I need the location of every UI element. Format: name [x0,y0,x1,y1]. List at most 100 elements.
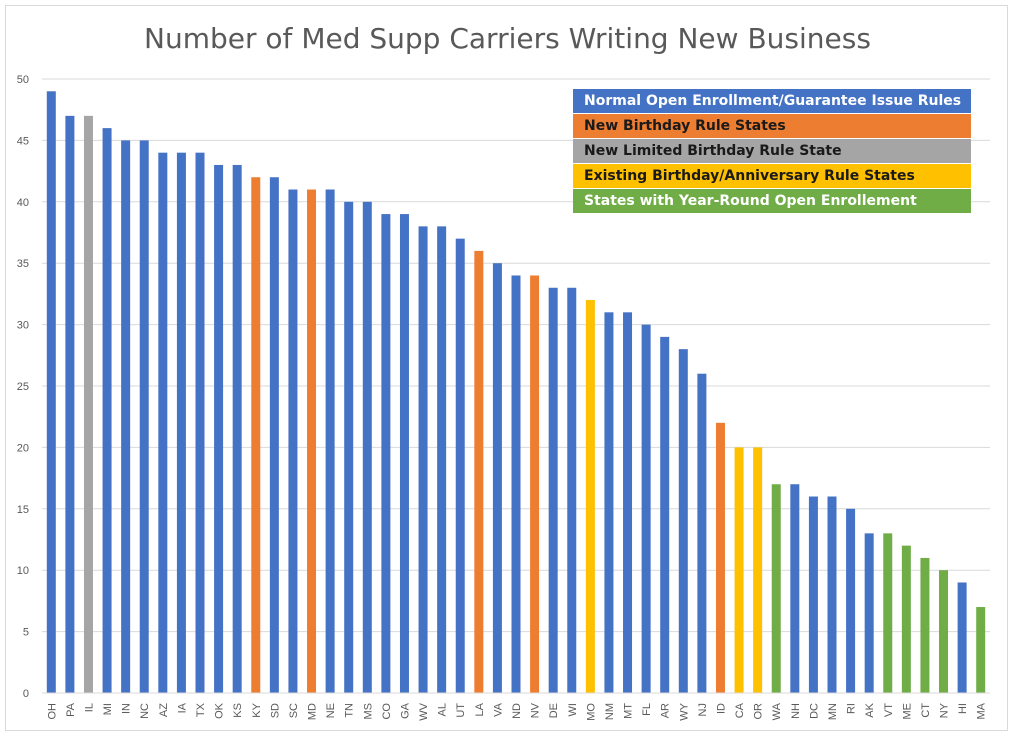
x-tick-label: MO [585,703,597,721]
x-tick-label: WA [771,702,783,720]
x-tick-label: ME [901,703,913,720]
bar-oh [46,91,56,693]
bar-md [307,189,317,693]
y-tick-label: 10 [17,565,29,577]
y-tick-label: 5 [23,627,29,639]
bar-tx [195,152,205,693]
x-tick-label: MN [827,703,839,720]
x-tick-label: RI [846,703,858,714]
bar-dc [808,496,818,693]
bar-tn [344,201,354,694]
bar-la [474,250,484,694]
x-tick-label: UT [455,703,467,718]
x-tick-label: MA [976,702,988,719]
x-tick-label: MT [623,703,635,719]
x-tick-label: DE [548,703,560,718]
x-tick-label: FL [641,703,653,716]
x-tick-label: ID [715,703,727,714]
x-tick-label: NY [939,702,951,718]
y-tick-label: 50 [17,74,29,86]
x-tick-label: NM [604,703,616,720]
bar-in [121,140,131,693]
x-tick-label: OH [46,703,58,720]
legend-item-existing: Existing Birthday/Anniversary Rule State… [573,164,971,188]
x-tick-label: ND [511,703,523,719]
y-axis: 0 5 10 15 20 25 30 35 40 45 50 [17,74,29,700]
y-tick-label: 15 [17,504,29,516]
bar-ca [734,447,744,693]
x-tick-label: PA [65,702,77,717]
x-tick-label: TN [344,703,356,718]
y-tick-label: 40 [17,197,29,209]
chart-title: Number of Med Supp Carriers Writing New … [144,22,871,55]
x-tick-label: CA [734,702,746,718]
bar-ut [455,238,465,693]
y-tick-label: 20 [17,442,29,454]
bar-ne [325,189,335,693]
x-tick-label: SC [288,703,300,718]
x-tick-label: NE [325,703,337,718]
x-tick-label: NV [530,702,542,718]
y-tick-label: 30 [17,320,29,332]
x-tick-label: MD [307,703,319,720]
bar-nd [511,275,521,693]
x-tick-label: NJ [697,703,709,716]
bar-nc [139,140,149,693]
x-tick-label: IN [121,703,133,714]
bar-me [901,545,911,693]
bar-ms [362,201,372,694]
x-tick-label: MI [102,703,114,715]
bars [46,91,986,694]
bar-fl [641,324,651,693]
x-tick-label: KY [251,702,263,717]
bar-mn [827,496,837,693]
x-tick-label: WY [678,702,690,720]
x-tick-label: IL [83,703,95,712]
bar-va [492,263,502,693]
x-axis: OH PA IL MI IN NC AZ IA TX OK KS KY SD SC MD NE TN MS CO GA… [42,692,990,721]
bar-ar [660,336,670,693]
bar-ky [251,177,261,694]
x-tick-label: NH [790,703,802,719]
legend: Normal Open Enrollment/Guarantee Issue R… [573,89,971,214]
x-tick-label: AZ [158,703,170,717]
bar-az [158,152,168,693]
x-tick-label: AK [864,702,876,717]
bar-mi [102,128,112,693]
x-tick-label: AL [437,703,449,716]
bar-hi [957,582,967,693]
x-tick-label: SD [269,703,281,718]
bar-ga [399,214,409,693]
x-tick-label: OK [214,702,226,719]
legend-item-yearround: States with Year-Round Open Enrollement [573,189,971,213]
bar-ct [920,557,930,693]
bar-ri [846,508,856,693]
bar-sc [288,189,298,693]
bar-nh [790,484,800,693]
bar-wi [567,287,577,693]
x-tick-label: AR [660,703,672,718]
bar-or [753,447,763,693]
bar-al [437,226,447,694]
bar-wa [771,484,781,693]
y-tick-label: 35 [17,258,29,270]
bar-ia [176,152,186,693]
y-tick-label: 0 [23,688,29,700]
x-tick-label: VT [883,703,895,717]
bar-il [83,115,93,694]
bar-mo [585,300,595,693]
legend-item-birthday: New Birthday Rule States [573,114,971,138]
bar-id [715,422,725,693]
bar-vt [883,533,893,693]
x-tick-label: LA [474,702,486,716]
bar-ks [232,164,242,693]
y-tick-label: 25 [17,381,29,393]
bar-ok [214,164,224,693]
x-tick-label: HI [957,703,969,714]
bar-ak [864,533,874,693]
x-tick-label: WI [567,703,579,716]
bar-co [381,214,391,693]
legend-item-limited: New Limited Birthday Rule State [573,139,971,163]
x-tick-label: TX [195,702,207,717]
bar-sd [269,177,279,694]
